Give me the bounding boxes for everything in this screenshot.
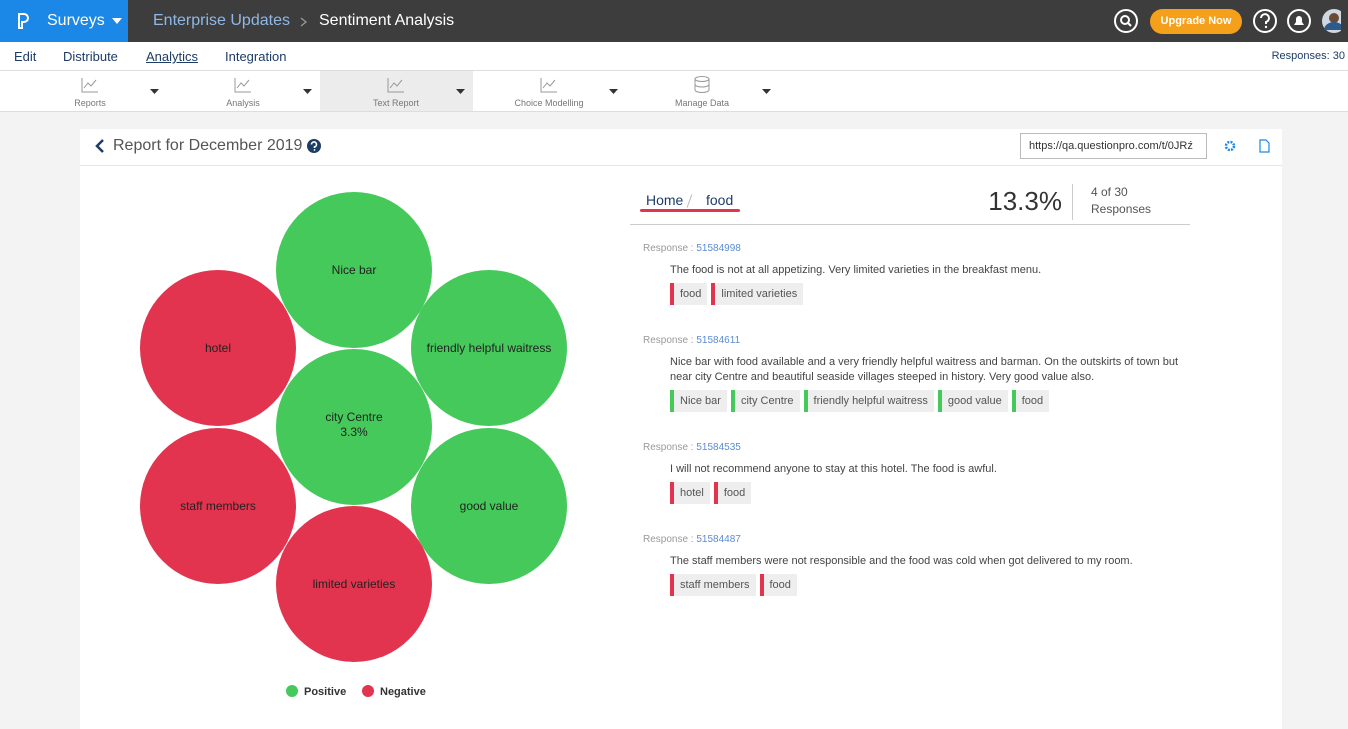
response-label: Response : [643,534,694,545]
toolbar-label: Analysis [226,98,260,108]
response: Response : 51584487 The staff members wer… [643,532,1203,596]
caret-shape [303,89,312,94]
toolbar-icon [540,78,557,93]
toolbar-item[interactable]: Analysis [183,71,336,111]
menu-item[interactable]: Integration [225,49,287,64]
response: Response : 51584611 Nice bar with food av… [643,333,1203,412]
tags: hotel food [670,482,1203,504]
response-text: Nice bar with food available and a very … [670,356,1179,383]
tag[interactable]: friendly helpful waitress [803,390,934,412]
response-id[interactable]: 51584998 [696,243,741,254]
responses-count: Responses: 30 [1271,50,1345,62]
icon-shape [540,78,557,93]
tags: food limited varieties [670,283,1203,305]
tag[interactable]: limited varieties [711,283,804,305]
back-button[interactable] [94,138,106,154]
caret-shape [762,89,771,94]
help-icon[interactable] [307,139,321,153]
tag[interactable]: Nice bar [670,390,727,412]
logo [18,13,29,29]
response: Response : 51584535 I will not recommend … [643,440,1203,504]
url-input[interactable]: https://qa.questionpro.com/t/0JRź [1020,133,1207,159]
tags: staff members food [670,574,1203,596]
responses: Response : 51584998 The food is not at al… [643,241,1203,624]
caret-shape [609,89,618,94]
toolbar-label: Text Report [372,98,420,108]
toolbar-item[interactable]: Manage Data [642,71,795,111]
tag[interactable]: food [1011,390,1050,412]
caret-shape [456,89,465,94]
toolbar-icon [387,78,404,93]
detail-header: Home food 13.3% 4 of 30 Responses [630,180,1190,225]
menu-item[interactable]: Distribute [63,49,118,64]
tag[interactable]: hotel [670,482,710,504]
tag[interactable]: staff members [670,574,756,596]
toolbar-item[interactable]: Reports [30,71,183,111]
separator [686,194,693,208]
icon-shape [81,78,98,93]
toolbar: Reports Analysis Text Report Choice Modelli… [0,71,1348,112]
tag[interactable]: food [713,482,752,504]
current-crumb: food [706,192,734,208]
tag[interactable]: good value [937,390,1008,412]
toolbar-item[interactable]: Text Report [320,71,473,111]
report-title: Report for December 2019 [113,137,303,154]
response-label: Response : [643,442,694,453]
toolbar-icon [234,78,251,93]
menu-item[interactable]: Analytics [146,49,199,64]
count-label: Responses [1091,202,1152,216]
response-header: Response : 51584611 [643,333,1203,349]
response: Response : 51584998 The food is not at al… [643,241,1203,305]
caret [456,89,465,94]
response-label: Response : [643,243,694,254]
toolbar-label: Reports [74,98,106,108]
breadcrumb-current: Sentiment Analysis [319,12,455,29]
icon-shape [234,78,251,93]
separator [300,17,308,27]
top-bar: Surveys Enterprise Updates Sentiment Ana… [0,0,1348,42]
caret [609,89,618,94]
toolbar-label: Manage Data [674,98,730,108]
response-label: Response : [643,335,694,346]
app-name: Surveys [47,12,105,29]
caret-shape [150,89,159,94]
breadcrumb-link[interactable]: Enterprise Updates [153,12,290,29]
toolbar-icon [81,78,98,93]
percent: 13.3% [988,186,1062,216]
response-header: Response : 51584998 [643,241,1203,257]
tag[interactable]: city Centre [730,390,800,412]
response-id[interactable]: 51584487 [696,534,741,545]
response-text: I will not recommend anyone to stay at t… [670,463,997,475]
vline [1072,184,1073,220]
response-header: Response : 51584487 [643,532,1203,548]
icon-shape [694,76,710,93]
response-id[interactable]: 51584535 [696,442,741,453]
toolbar-icon [694,76,710,93]
toolbar-label: Choice Modelling [514,98,584,108]
divider [80,165,1282,166]
response-text: The staff members were not responsible a… [670,555,1133,567]
response-id[interactable]: 51584611 [696,335,741,346]
tag[interactable]: food [759,574,797,596]
count: 4 of 30 [1091,185,1128,199]
top-icons [1114,9,1341,33]
caret [112,18,122,24]
response-text: The food is not at all appetizing. Very … [670,264,1042,276]
tags: Nice bar city Centre friendly helpful wait… [670,390,1203,412]
toolbar-item[interactable]: Choice Modelling [489,71,642,111]
panel-icons[interactable] [1224,139,1272,153]
upgrade-button[interactable]: Upgrade Now [1150,9,1242,34]
menu-bar: Responses: 30 Edit Distribute Analytics Int… [0,42,1348,71]
menu-item[interactable]: Edit [14,49,37,64]
caret [303,89,312,94]
underline [640,209,740,212]
brand[interactable]: Surveys [0,0,128,42]
icon-shape [387,78,404,93]
response-header: Response : 51584535 [643,440,1203,456]
tag[interactable]: food [670,283,708,305]
caret [762,89,771,94]
caret [150,89,159,94]
home-link[interactable]: Home [646,192,684,208]
